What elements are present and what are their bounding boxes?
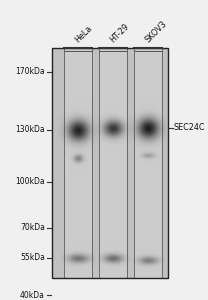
Text: HeLa: HeLa (74, 23, 94, 44)
Text: 130kDa: 130kDa (15, 125, 45, 134)
Text: HT-29: HT-29 (109, 21, 131, 44)
Text: 170kDa: 170kDa (15, 68, 45, 76)
Text: 100kDa: 100kDa (15, 178, 45, 187)
Text: 55kDa: 55kDa (20, 254, 45, 262)
Text: SKOV3: SKOV3 (144, 19, 169, 44)
Bar (52, 48, 168, 278)
Text: SEC24C: SEC24C (174, 124, 206, 133)
Text: 40kDa: 40kDa (20, 290, 45, 299)
Text: 70kDa: 70kDa (20, 224, 45, 232)
